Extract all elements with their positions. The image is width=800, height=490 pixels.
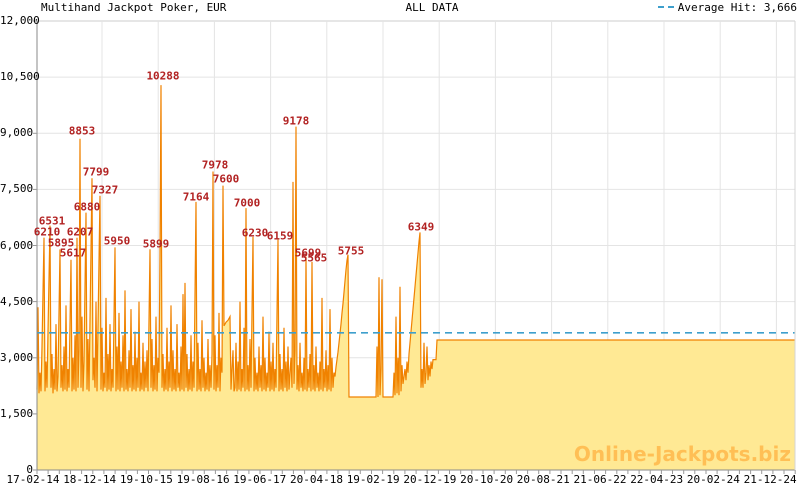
y-axis-label: 7,500 <box>0 182 34 196</box>
peak-value-label: 7164 <box>182 190 210 204</box>
peak-value-label: 6230 <box>241 226 269 240</box>
peak-value-label: 6349 <box>407 220 435 234</box>
peak-value-label: 7000 <box>233 196 261 210</box>
peak-value-label: 6210 <box>33 225 61 239</box>
peak-value-label: 5899 <box>142 237 170 251</box>
peak-value-label: 10288 <box>146 69 180 83</box>
x-axis-label: 19-08-16 <box>176 473 230 486</box>
average-legend: Average Hit: 3,666 <box>657 1 797 14</box>
peak-value-label: 6880 <box>73 200 101 214</box>
x-axis-label: 17-02-14 <box>6 473 60 486</box>
x-axis-label: 20-10-20 <box>460 473 514 486</box>
chart-title: Multihand Jackpot Poker, EUR <box>41 1 227 14</box>
x-axis-label: 22-04-23 <box>630 473 684 486</box>
x-axis-label: 19-02-19 <box>346 473 400 486</box>
x-axis-label: 19-10-15 <box>119 473 173 486</box>
y-axis-label: 1,500 <box>0 406 34 420</box>
peak-value-label: 9178 <box>282 114 310 128</box>
peak-value-label: 5950 <box>103 234 131 248</box>
peak-value-label: 7799 <box>82 165 110 179</box>
peak-value-label: 6531 <box>38 214 66 228</box>
x-axis-label: 21-12-24 <box>743 473 797 486</box>
x-axis-label: 18-12-14 <box>63 473 117 486</box>
peak-value-label: 6207 <box>66 225 94 239</box>
peak-value-label: 7600 <box>212 172 240 186</box>
average-legend-text: Average Hit: 3,666 <box>677 1 797 14</box>
peak-value-label: 5895 <box>47 236 75 250</box>
peak-value-label: 7978 <box>201 158 229 172</box>
x-axis-label: 21-06-22 <box>573 473 627 486</box>
y-axis-label: 6,000 <box>0 238 34 252</box>
x-axis-label: 20-04-18 <box>290 473 343 486</box>
y-axis-label: 0 <box>26 463 33 476</box>
x-axis-label: 20-08-21 <box>516 473 570 486</box>
chart-range-label: ALL DATA <box>405 1 459 14</box>
watermark: Online-Jackpots.biz <box>573 442 791 466</box>
y-axis-label: 12,000 <box>0 14 40 27</box>
peak-value-label: 6159 <box>266 229 294 243</box>
peak-value-label: 5565 <box>300 251 328 265</box>
y-axis-label: 3,000 <box>0 350 34 364</box>
peak-value-label: 8853 <box>68 124 96 138</box>
average-line-sample-icon <box>657 6 674 8</box>
x-axis-label: 20-12-19 <box>403 473 457 486</box>
y-axis-label: 4,500 <box>0 294 34 308</box>
y-axis-label: 10,500 <box>0 70 40 84</box>
x-axis-label: 19-06-17 <box>233 473 287 486</box>
x-axis-label: 20-02-24 <box>686 473 740 486</box>
peak-value-label: 5755 <box>337 244 365 258</box>
peak-value-label: 5699 <box>294 246 322 260</box>
peak-value-label: 5617 <box>59 246 87 260</box>
peak-value-label: 7327 <box>91 183 119 197</box>
y-axis-label: 9,000 <box>0 126 34 140</box>
